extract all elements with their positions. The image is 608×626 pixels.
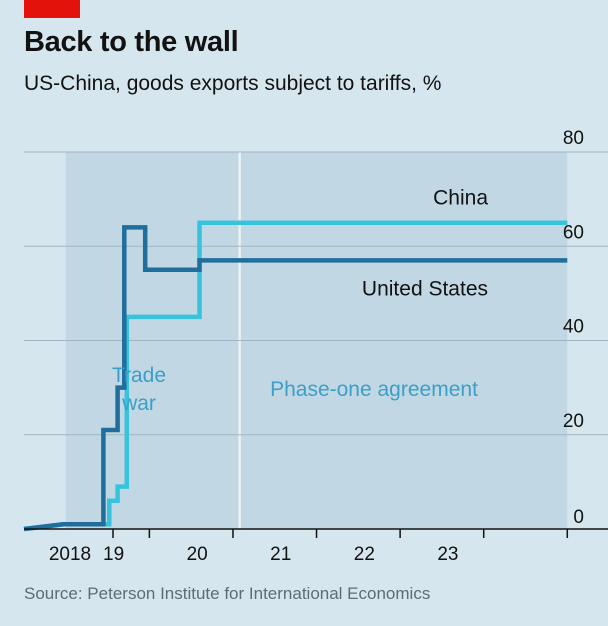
chart-title: Back to the wall — [24, 26, 239, 58]
series-line-united-states — [23, 225, 568, 532]
series-label-united-states: United States — [362, 277, 488, 300]
brand-red-tag — [24, 0, 80, 18]
y-tick-label-40: 40 — [563, 317, 584, 338]
y-tick-label-60: 60 — [563, 222, 584, 243]
y-tick-label-20: 20 — [563, 411, 584, 432]
x-tick-label-20: 20 — [187, 544, 208, 565]
x-tick-label-23: 23 — [437, 544, 458, 565]
period-label-phase-one-agreement: Phase-one agreement — [270, 378, 478, 401]
period-label-trade-war-line-2: war — [121, 392, 156, 415]
x-axis: 2018 19 20 21 22 23 — [24, 528, 608, 565]
x-tick-label-2018: 2018 — [49, 544, 91, 565]
y-axis-labels: 0 20 40 60 80 — [563, 128, 584, 528]
chart-subtitle: US-China, goods exports subject to tarif… — [24, 72, 442, 95]
period-label-trade-war-line-1: Trade — [112, 364, 166, 387]
tariff-chart: 2018 19 20 21 22 23 0 20 40 60 80 China United Sta… — [23, 128, 608, 565]
series-label-china: China — [433, 187, 488, 210]
y-tick-label-0: 0 — [573, 507, 584, 528]
x-tick-label-19: 19 — [103, 544, 124, 565]
x-tick-label-21: 21 — [270, 544, 291, 565]
series-lines — [23, 220, 568, 532]
chart-annotations: China United States Trade war Phase-one agre… — [112, 187, 488, 415]
x-tick-label-22: 22 — [354, 544, 375, 565]
gridlines — [24, 151, 608, 436]
y-tick-label-80: 80 — [563, 128, 584, 149]
source-note: Source: Peterson Institute for Internati… — [24, 584, 431, 603]
